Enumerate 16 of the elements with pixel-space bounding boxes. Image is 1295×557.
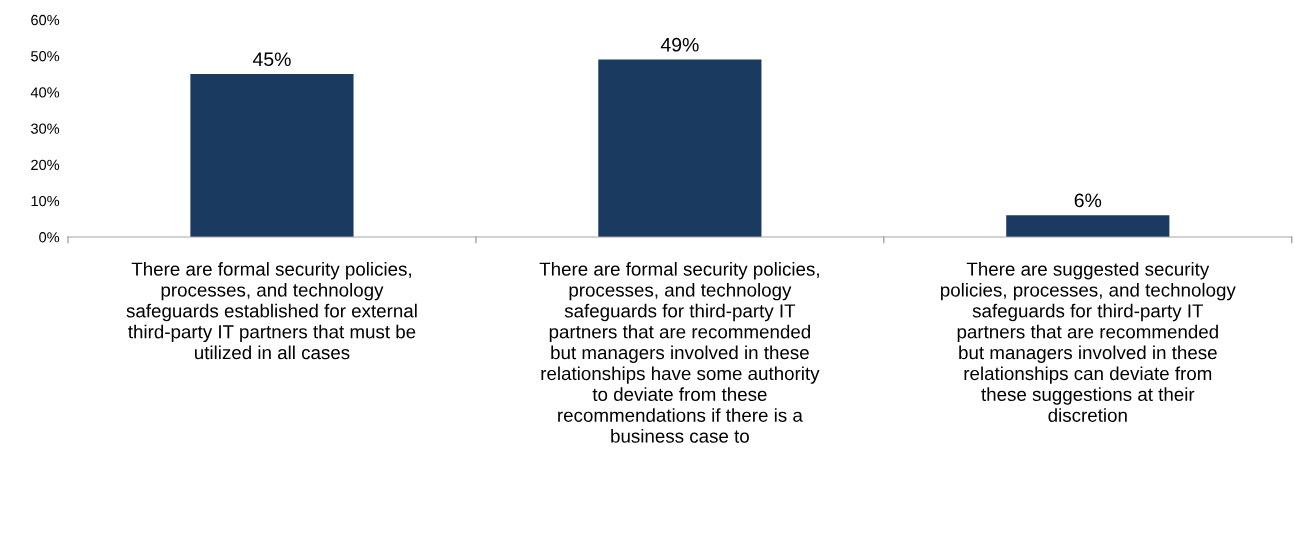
x-tick-label: There are suggested security policies, processes, and technology safeguards for third-party IT partners that are recommended but managers involved in these relationships can deviate from these suggestions at their discretion — [941, 262, 1236, 422]
data-label: 6% — [1074, 193, 1102, 208]
y-tick-label: 0% — [39, 232, 60, 243]
bar — [1006, 215, 1170, 237]
y-tick-label: 30% — [31, 123, 60, 134]
data-label: 49% — [660, 37, 699, 52]
x-tick-label: There are formal security policies, processes, and technology safeguards established for external third-party IT partners that must be utilized in all cases — [126, 262, 417, 360]
y-tick-label: 50% — [31, 51, 60, 62]
data-label: 45% — [252, 52, 291, 67]
y-tick-label: 60% — [31, 14, 60, 26]
category-label: There are formal security policies, processes, and technology safeguards for third-party IT partners that are recommended but managers involved in these relationships have some authority to deviate from these recommendations if there is a business case to — [539, 262, 820, 443]
y-tick-label: 10% — [31, 195, 60, 207]
y-tick-label: 40% — [30, 87, 60, 98]
bar — [598, 59, 762, 237]
y-tick-label: 20% — [31, 159, 60, 171]
bar — [190, 74, 354, 237]
